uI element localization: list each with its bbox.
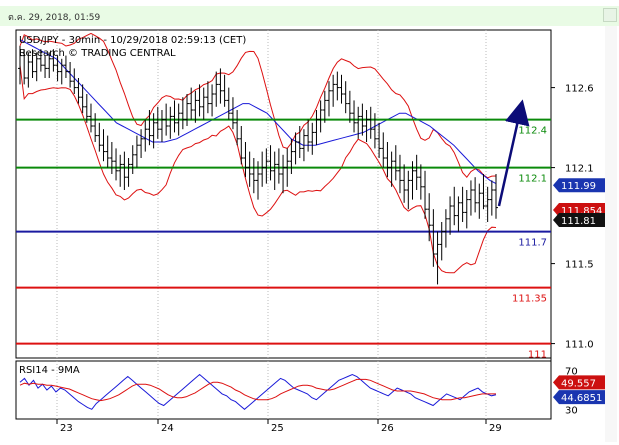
rsi-line (19, 373, 497, 410)
scroll-up-button[interactable] (603, 8, 617, 22)
rsi-ma-line (19, 378, 496, 402)
rsi-box-label: 44.6851 (561, 393, 602, 404)
y-tick-label: 111.5 (565, 260, 594, 271)
candles (18, 46, 498, 285)
price-box-shape (553, 178, 607, 193)
y-tick-label: 112.6 (565, 84, 594, 95)
x-tick-label: 29 (489, 423, 502, 434)
main-plot-frame (15, 29, 552, 359)
upper-band (19, 32, 497, 179)
chart-subtitle: Research © TRADING CENTRAL (19, 48, 176, 59)
rsi-plot-frame (15, 360, 552, 420)
bollinger-bands (19, 32, 497, 274)
date-bar: ต.ค. 29, 2018, 01:59 (0, 6, 619, 26)
rsi-box-label: 49.557 (561, 378, 596, 389)
date-time-label: ต.ค. 29, 2018, 01:59 (8, 13, 101, 23)
x-tick-label: 24 (161, 423, 174, 434)
y-tick-label: 111.0 (565, 340, 594, 351)
price-box-label: 111.99 (561, 181, 596, 192)
x-tick-label: 23 (60, 423, 73, 434)
projection-arrow (497, 99, 530, 207)
rsi-tick-label: 70 (565, 367, 578, 378)
rsi-tick-label: 30 (565, 405, 578, 416)
support-resistance-levels (16, 118, 551, 345)
rsi-title: RSI14 - 9MA (19, 365, 80, 376)
level-label: 112.4 (518, 126, 547, 137)
x-tick-label: 25 (271, 423, 284, 434)
level-label: 111.7 (518, 238, 547, 249)
price-box-label: 111.81 (561, 216, 596, 227)
grid (56, 30, 487, 419)
rsi-lines (19, 373, 497, 410)
axes-labels: 112.4 112.1 111.7 111.35 111 112.6 112.1 111.5 1… (56, 84, 594, 434)
price-box-label: 111.854 (561, 206, 602, 217)
vertical-scrollbar[interactable] (605, 26, 617, 442)
projection-arrow-line (497, 99, 530, 207)
x-tick-label: 26 (381, 423, 394, 434)
rsi-box-shape (553, 375, 607, 390)
lower-band (19, 65, 497, 274)
level-label: 112.1 (518, 174, 547, 185)
level-label: 111 (528, 350, 547, 361)
chart-title: USD/JPY - 30min - 10/29/2018 02:59:13 (C… (19, 35, 246, 46)
y-tick-label: 112.1 (565, 164, 594, 175)
price-box-shape (553, 213, 607, 227)
level-label: 111.35 (512, 294, 547, 305)
rsi-box-shape (553, 390, 607, 405)
